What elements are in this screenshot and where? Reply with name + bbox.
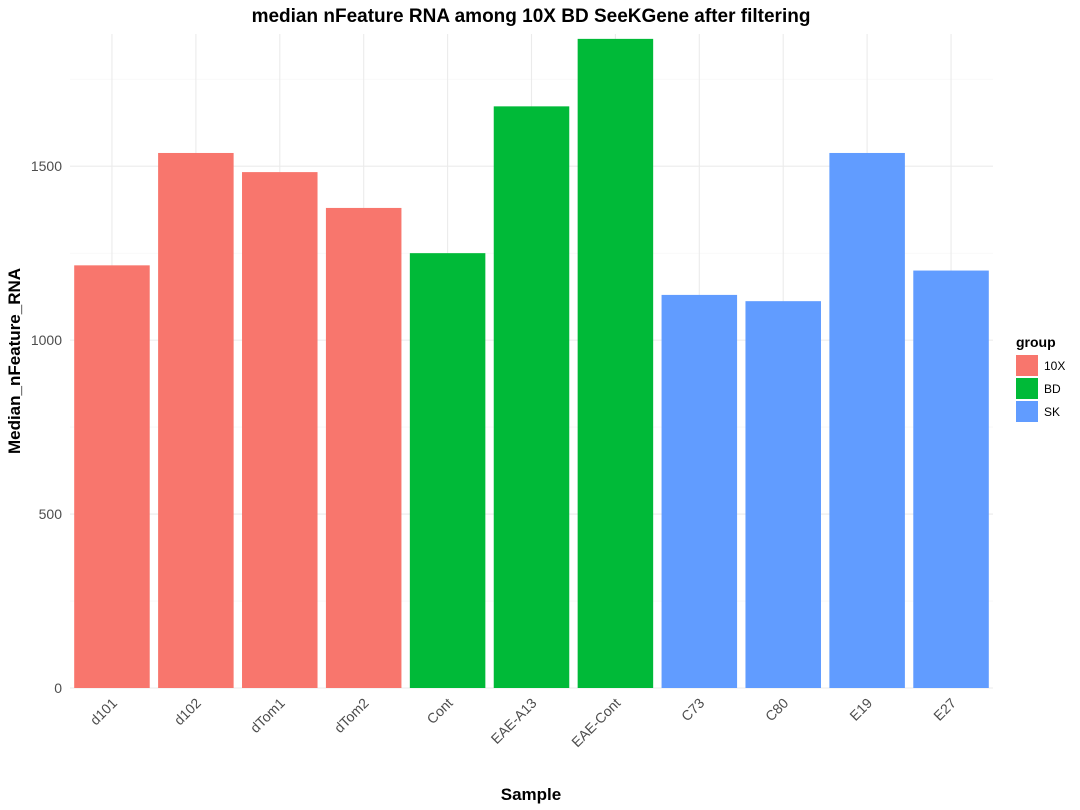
x-tick-label: d101 — [87, 695, 120, 728]
x-tick-label: E27 — [930, 695, 959, 724]
y-axis-title: Median_nFeature_RNA — [5, 268, 24, 454]
legend-label-bd: BD — [1044, 382, 1061, 396]
x-tick-label: dTom2 — [331, 695, 372, 736]
x-axis-ticks: d101 d102 dTom1 dTom2 Cont EAE-A13 EAE-Cont C73… — [87, 695, 960, 750]
y-tick-label: 500 — [39, 506, 63, 522]
legend-label-10x: 10X — [1044, 359, 1065, 373]
x-tick-label: C73 — [678, 695, 708, 725]
x-tick-label: dTom1 — [247, 695, 288, 736]
legend-title: group — [1016, 334, 1056, 350]
bar-d101 — [74, 265, 150, 688]
y-axis-ticks: 0 500 1000 1500 — [31, 158, 62, 696]
bar-dtom1 — [242, 172, 318, 688]
legend-key-10x — [1016, 355, 1038, 376]
legend: group 10X BD SK — [1016, 334, 1065, 422]
x-tick-label: EAE-A13 — [488, 695, 540, 747]
bar-c80 — [745, 301, 821, 688]
legend-label-sk: SK — [1044, 405, 1060, 419]
bar-d102 — [158, 152, 234, 688]
bar-dtom2 — [325, 207, 402, 689]
y-tick-label: 1500 — [31, 158, 62, 174]
x-tick-label: C80 — [762, 695, 792, 725]
x-tick-label: EAE-Cont — [568, 695, 623, 750]
bar-eae-a13 — [493, 106, 570, 689]
x-axis-title: Sample — [501, 785, 561, 804]
bar-e19 — [829, 152, 905, 688]
bar-eae-cont — [577, 38, 654, 688]
chart-title: median nFeature RNA among 10X BD SeeKGen… — [252, 6, 811, 27]
y-tick-label: 0 — [54, 680, 62, 696]
y-tick-label: 1000 — [31, 332, 62, 348]
bars — [74, 38, 989, 689]
bar-e27 — [913, 270, 989, 688]
legend-key-bd — [1016, 378, 1038, 399]
x-tick-label: d102 — [171, 695, 204, 728]
bar-cont — [409, 253, 486, 688]
bar-c73 — [661, 294, 738, 688]
x-tick-label: Cont — [423, 695, 455, 727]
legend-key-sk — [1016, 401, 1038, 422]
x-tick-label: E19 — [846, 695, 875, 724]
